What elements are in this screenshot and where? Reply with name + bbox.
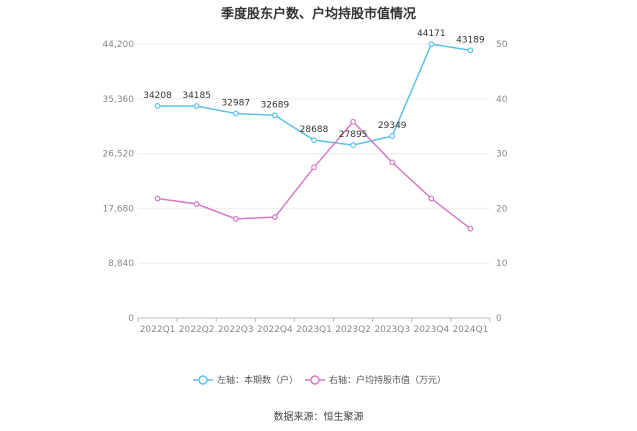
right-axis: 0 10 20 30 40 50: [496, 40, 508, 324]
data-point: [311, 164, 317, 171]
data-label: 44171: [417, 29, 446, 39]
data-label: 28688: [300, 125, 329, 135]
data-point: [232, 215, 239, 222]
data-point: [193, 103, 200, 109]
data-point: [271, 214, 278, 221]
x-tick-label: 2022Q1: [140, 325, 176, 335]
left-axis: 0 8,840 17,680 26,520 35,360 44,200: [103, 40, 135, 324]
data-point: [232, 110, 239, 117]
x-tick-label: 2024Q1: [453, 325, 489, 335]
data-label: 32689: [261, 100, 290, 110]
x-tick-label: 2023Q4: [413, 325, 449, 335]
data-point: [271, 112, 278, 119]
data-point: [154, 195, 161, 202]
data-label: 34208: [143, 91, 172, 101]
data-point: [350, 142, 357, 148]
x-tick-label: 2023Q2: [335, 325, 371, 335]
data-point: [350, 118, 357, 125]
data-point: [467, 47, 474, 54]
x-tick-label: 2023Q1: [296, 325, 332, 335]
left-tick-label: 8,840: [108, 259, 134, 269]
source-note: 数据来源：恒生聚源: [274, 410, 364, 423]
data-labels: 34208 34185 32987 32689 28688 27895 29349 44171…: [143, 29, 485, 140]
x-tick-label: 2022Q3: [218, 325, 254, 335]
right-tick-label: 50: [496, 40, 508, 50]
grid: [138, 43, 490, 264]
data-point: [389, 133, 396, 139]
legend-item-left[interactable]: 左轴：本期数（户）: [193, 374, 298, 386]
legend-label: 右轴：户均持股市值（万元）: [329, 374, 446, 386]
right-tick-label: 0: [496, 314, 502, 324]
x-tick-label: 2023Q3: [374, 325, 410, 335]
right-tick-label: 30: [496, 150, 508, 160]
legend-marker: [198, 375, 208, 385]
left-tick-label: 44,200: [103, 40, 135, 50]
data-point: [467, 225, 474, 232]
data-label: 27895: [339, 130, 368, 140]
data-point: [428, 41, 435, 48]
series: [154, 41, 474, 232]
data-point: [389, 159, 396, 166]
left-tick-label: 35,360: [103, 95, 135, 105]
data-point: [428, 195, 435, 202]
x-axis: 2022Q1 2022Q2 2022Q3 2022Q4 2023Q1 2023Q2 2023…: [137, 317, 491, 335]
data-point: [193, 201, 200, 207]
data-label: 29349: [378, 121, 407, 131]
left-tick-label: 0: [128, 314, 134, 324]
right-tick-label: 40: [496, 95, 508, 105]
data-label: 32987: [221, 99, 250, 109]
right-tick-label: 10: [496, 259, 508, 269]
x-tick-label: 2022Q4: [257, 325, 293, 335]
left-tick-label: 17,680: [103, 204, 135, 214]
legend-marker: [310, 375, 320, 385]
data-label: 34185: [182, 91, 211, 101]
left-tick-label: 26,520: [103, 150, 135, 160]
legend-label: 左轴：本期数（户）: [217, 374, 298, 386]
legend: 左轴：本期数（户） 右轴：户均持股市值（万元）: [193, 374, 446, 386]
chart-title: 季度股东户数、户均持股市值情况: [220, 6, 416, 22]
data-label: 43189: [456, 35, 485, 45]
legend-item-right[interactable]: 右轴：户均持股市值（万元）: [305, 374, 446, 386]
data-point: [311, 137, 317, 144]
x-tick-label: 2022Q2: [179, 325, 215, 335]
right-tick-label: 20: [496, 204, 508, 214]
data-point: [154, 103, 161, 109]
